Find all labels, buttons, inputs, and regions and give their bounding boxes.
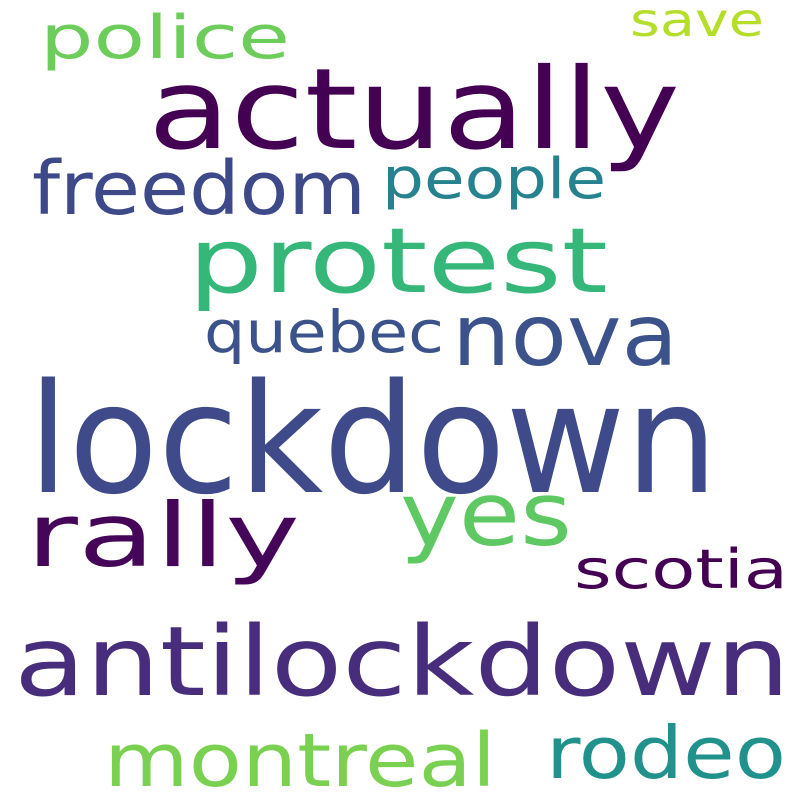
word-nova: nova — [452, 286, 678, 386]
word-yes: yes — [400, 463, 572, 566]
word-people: people — [382, 147, 606, 212]
word-scotia: scotia — [574, 538, 788, 601]
word-antilockdown: antilockdown — [14, 606, 790, 718]
word-quebec: quebec — [204, 298, 444, 366]
word-rally: rally — [26, 484, 300, 587]
word-protest: protest — [188, 209, 608, 314]
word-montreal: montreal — [104, 718, 496, 800]
word-rodeo: rodeo — [546, 711, 786, 795]
word-actually: actually — [148, 45, 680, 175]
word-lockdown: lockdown — [28, 351, 718, 528]
word-police: police — [40, 3, 290, 73]
word-save: save — [630, 0, 764, 47]
word-freedom: freedom — [32, 146, 366, 232]
